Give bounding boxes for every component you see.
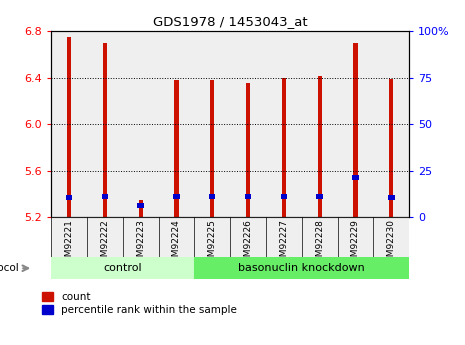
Bar (338, 217, 373, 257)
Bar (194, 217, 230, 257)
Text: GSM92225: GSM92225 (208, 219, 217, 268)
Bar (266, 31, 302, 217)
Bar (230, 217, 266, 257)
Text: basonuclin knockdown: basonuclin knockdown (239, 263, 365, 273)
Legend: count, percentile rank within the sample: count, percentile rank within the sample (42, 292, 237, 315)
Bar (373, 217, 409, 257)
Bar (266, 217, 302, 257)
Bar (102, 194, 108, 199)
Bar (246, 83, 250, 217)
Bar (87, 31, 123, 217)
Bar (194, 257, 409, 279)
Text: GSM92227: GSM92227 (279, 219, 288, 268)
Text: GSM92230: GSM92230 (387, 219, 396, 268)
Bar (281, 194, 287, 199)
Text: control: control (103, 263, 142, 273)
Text: GSM92226: GSM92226 (244, 219, 252, 268)
Bar (159, 31, 194, 217)
Bar (51, 31, 87, 217)
Bar (103, 43, 107, 217)
Text: GSM92221: GSM92221 (65, 219, 73, 268)
Title: GDS1978 / 1453043_at: GDS1978 / 1453043_at (153, 16, 307, 29)
Bar (318, 77, 322, 217)
Bar (373, 31, 409, 217)
Bar (317, 194, 323, 199)
Bar (353, 43, 358, 217)
Bar (67, 37, 71, 217)
Bar (230, 31, 266, 217)
Bar (66, 195, 72, 200)
Bar (123, 31, 159, 217)
Bar (245, 194, 251, 199)
Text: GSM92224: GSM92224 (172, 219, 181, 268)
Bar (352, 175, 359, 180)
Bar (159, 217, 194, 257)
Bar (139, 200, 143, 217)
Text: GSM92222: GSM92222 (100, 219, 109, 268)
Bar (51, 257, 194, 279)
Text: GSM92223: GSM92223 (136, 219, 145, 268)
Bar (174, 80, 179, 217)
Bar (389, 79, 393, 217)
Text: GSM92228: GSM92228 (315, 219, 324, 268)
Bar (194, 31, 230, 217)
Bar (87, 217, 123, 257)
Bar (51, 217, 87, 257)
Bar (173, 194, 179, 199)
Bar (302, 217, 338, 257)
Bar (388, 195, 394, 200)
Text: GSM92229: GSM92229 (351, 219, 360, 268)
Bar (282, 78, 286, 217)
Bar (302, 31, 338, 217)
Bar (123, 217, 159, 257)
Bar (209, 194, 215, 199)
Bar (338, 31, 373, 217)
Bar (210, 80, 214, 217)
Text: protocol: protocol (0, 263, 19, 273)
Bar (138, 203, 144, 208)
